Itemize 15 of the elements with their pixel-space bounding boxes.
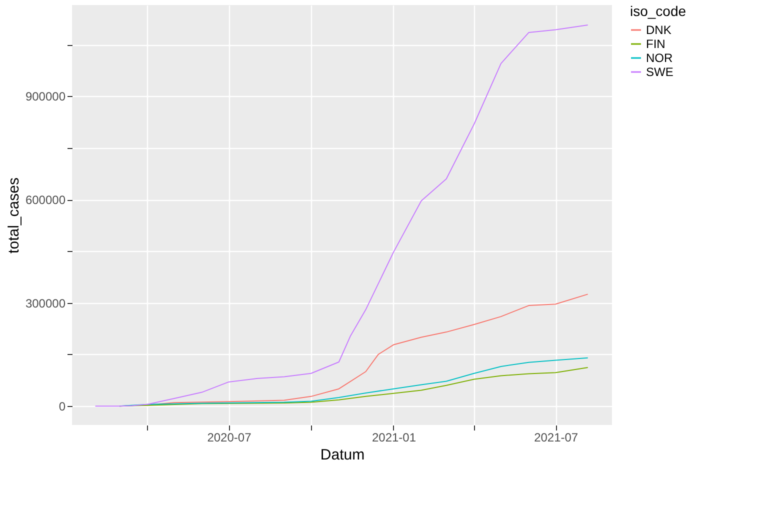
legend-label: FIN bbox=[646, 37, 666, 51]
x-tick-label: 2021-07 bbox=[534, 430, 578, 444]
y-tick-label: 0 bbox=[58, 400, 66, 414]
x-axis-title: Datum bbox=[320, 446, 365, 464]
legend-title: iso_code bbox=[630, 3, 686, 19]
y-tick-label: 300000 bbox=[25, 296, 66, 310]
y-tick-label: 600000 bbox=[25, 193, 66, 208]
x-tick-label: 2020-07 bbox=[207, 430, 252, 444]
legend-label: DNK bbox=[646, 23, 672, 37]
legend-label: NOR bbox=[646, 51, 673, 65]
y-tick-label: 900000 bbox=[25, 90, 66, 104]
x-tick-label: 2021-01 bbox=[372, 430, 416, 444]
line-series bbox=[94, 24, 588, 407]
legend-label: SWE bbox=[646, 65, 674, 79]
y-axis-title: total_cases bbox=[5, 178, 22, 254]
